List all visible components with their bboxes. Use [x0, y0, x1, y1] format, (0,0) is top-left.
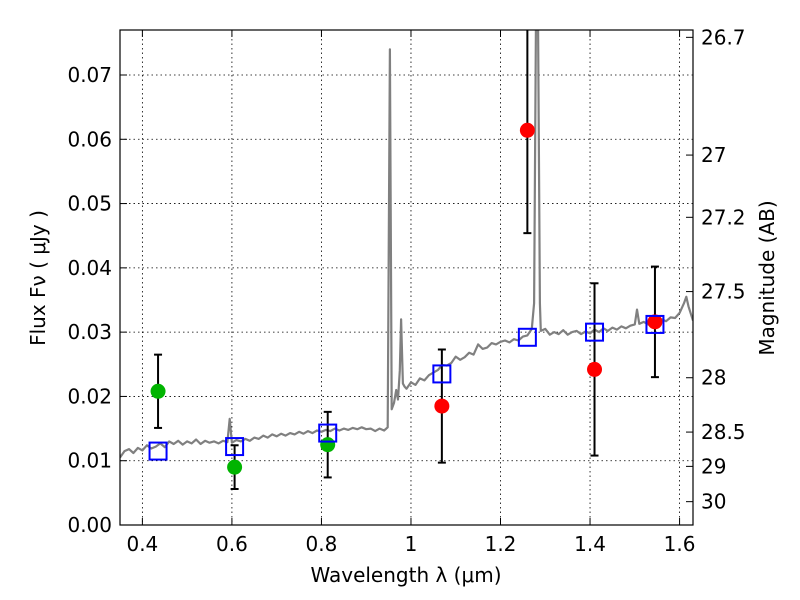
- y-axis-title: Flux Fν ( μJy ): [26, 210, 50, 346]
- mag-tick-label: 26.7: [701, 25, 746, 49]
- magnitude-axis-ticks: 26.7 27 27.2 27.5 28 28.5 29 30: [686, 25, 746, 514]
- model-photometry-square: [432, 364, 452, 384]
- model-spectrum-line: [120, 30, 693, 459]
- y-axis-ticks: 0.00 0.01 0.02 0.03 0.04 0.05 0.06 0.07: [67, 63, 127, 537]
- photometry-point: [227, 459, 243, 475]
- y-tick-label: 0.02: [67, 384, 112, 408]
- x-axis-ticks: 0.4 0.6 0.8 1 1.2 1.4 1.6: [126, 30, 695, 556]
- model-photometry-square: [585, 322, 605, 342]
- x-tick-label: 0.4: [126, 532, 158, 556]
- model-photometry-square: [318, 423, 338, 443]
- y2-axis-title: Magnitude (AB): [755, 200, 779, 355]
- y-tick-label: 0.01: [67, 449, 112, 473]
- plot-frame: [119, 29, 694, 526]
- y-tick-label: 0.07: [67, 63, 112, 87]
- x-axis-title: Wavelength λ (μm): [310, 563, 501, 587]
- model-photometry-square: [225, 437, 245, 457]
- x-tick-label: 0.6: [216, 532, 248, 556]
- x-tick-label: 1.6: [664, 532, 696, 556]
- y-tick-label: 0.05: [67, 192, 112, 216]
- mag-tick-label: 27: [701, 143, 726, 167]
- photometry-point: [647, 314, 663, 330]
- model-photometry-square: [148, 441, 168, 461]
- y-tick-label: 0.03: [67, 320, 112, 344]
- y-tick-label: 0.04: [67, 256, 112, 280]
- photometry-point: [150, 383, 166, 399]
- mag-tick-label: 30: [701, 490, 726, 514]
- x-tick-label: 0.8: [306, 532, 338, 556]
- mag-tick-label: 28.5: [701, 420, 746, 444]
- photometry-point: [519, 122, 535, 138]
- grid-lines: [120, 30, 693, 525]
- mag-tick-label: 28: [701, 366, 726, 390]
- photometry-point: [320, 437, 336, 453]
- model-spectrum-layer: [120, 30, 693, 459]
- photometry-point: [587, 361, 603, 377]
- y-tick-label: 0.06: [67, 127, 112, 151]
- x-tick-label: 1: [405, 532, 418, 556]
- mag-tick-label: 27.2: [701, 205, 746, 229]
- data-markers: [148, 122, 665, 475]
- mag-tick-label: 27.5: [701, 280, 746, 304]
- model-photometry-square: [517, 327, 537, 347]
- x-tick-label: 1.2: [485, 532, 517, 556]
- y-tick-label: 0.00: [67, 513, 112, 537]
- model-photometry-square: [645, 314, 665, 334]
- x-tick-label: 1.4: [574, 532, 606, 556]
- mag-tick-label: 29: [701, 454, 726, 478]
- photometry-point: [434, 398, 450, 414]
